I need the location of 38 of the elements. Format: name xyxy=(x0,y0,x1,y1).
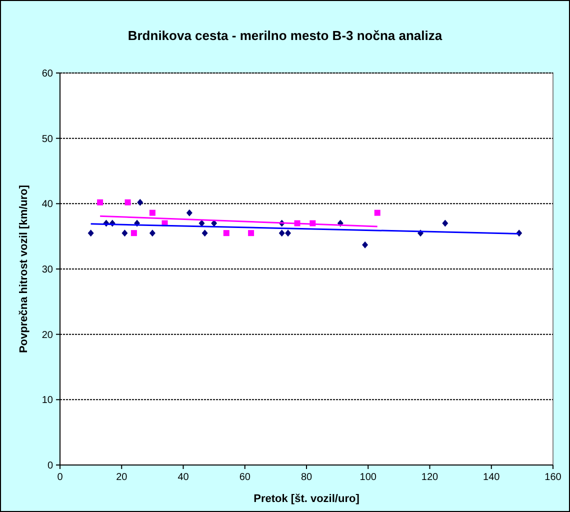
y-axis-title: Povprečna hitrost vozil [km/uro] xyxy=(18,184,30,354)
x-tick-label: 20 xyxy=(116,472,128,483)
x-tick-label: 80 xyxy=(300,472,312,483)
x-axis-title: Pretok [št. vozil/uro] xyxy=(254,493,360,505)
y-tick-label: 30 xyxy=(42,264,54,276)
y-tick-label: 0 xyxy=(47,460,54,472)
x-tick-label: 60 xyxy=(239,472,251,483)
point xyxy=(97,199,104,206)
point xyxy=(124,199,131,206)
point xyxy=(202,230,208,237)
point xyxy=(198,220,205,227)
point xyxy=(186,209,192,216)
y-tick-label: 50 xyxy=(42,134,54,145)
point xyxy=(211,220,218,227)
point xyxy=(278,230,285,237)
point xyxy=(374,210,380,216)
point xyxy=(149,210,156,216)
x-tick-label: 40 xyxy=(178,472,190,483)
chart-title: Brdnikova cesta - merilno mesto B-3 nočna analiza xyxy=(128,28,443,43)
point xyxy=(285,230,292,237)
y-tick-label: 40 xyxy=(42,199,54,210)
x-tick-label: 100 xyxy=(360,472,377,483)
point xyxy=(362,241,368,248)
y-tick-label: 20 xyxy=(42,330,54,341)
x-tick-label: 0 xyxy=(57,472,64,483)
x-tick-label: 160 xyxy=(544,472,562,483)
point xyxy=(149,230,156,237)
y-tick-label: 60 xyxy=(42,68,54,80)
point xyxy=(122,230,128,237)
x-tick-label: 120 xyxy=(421,472,439,483)
point xyxy=(88,230,94,237)
point xyxy=(130,230,137,236)
x-tick-label: 140 xyxy=(483,472,500,483)
point xyxy=(442,220,448,227)
y-tick-label: 10 xyxy=(42,395,54,406)
point xyxy=(248,230,254,236)
point xyxy=(223,230,230,236)
point xyxy=(137,198,144,206)
